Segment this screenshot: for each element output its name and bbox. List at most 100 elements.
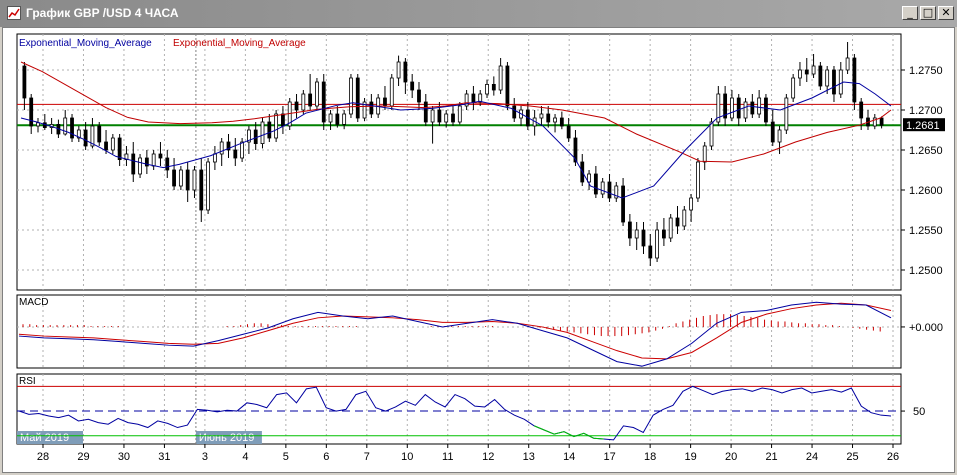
candle-body: [668, 217, 673, 239]
month-label-bg: [17, 431, 83, 444]
candle-body: [627, 221, 632, 239]
candle-body: [70, 117, 74, 139]
candle-body: [185, 169, 190, 191]
candle-body: [206, 161, 210, 211]
x-tick-label: 6: [323, 451, 329, 463]
candle-body: [451, 113, 455, 123]
candle-body: [852, 57, 857, 103]
x-tick-label: 14: [563, 451, 575, 463]
candle-body: [117, 137, 122, 161]
maximize-button[interactable]: □: [920, 6, 936, 20]
candle-body: [226, 141, 231, 151]
candle-body: [825, 69, 830, 87]
candle-body: [736, 97, 741, 119]
month-label: Май 2019: [20, 432, 69, 444]
candle-body: [410, 81, 415, 91]
candle-body: [709, 121, 714, 147]
y-tick-label: 1.2700: [909, 105, 943, 117]
close-button[interactable]: ✕: [938, 6, 954, 20]
candle-body: [110, 137, 115, 151]
candle-body: [383, 97, 387, 107]
candle-body: [63, 117, 68, 135]
y-tick-label: 1.2550: [909, 225, 943, 237]
candle-body: [804, 69, 809, 75]
candle-body: [832, 69, 836, 95]
candle-body: [260, 121, 265, 145]
candle-body: [158, 153, 163, 159]
candle-body: [131, 153, 136, 175]
candle-body: [417, 89, 421, 103]
candle-body: [294, 101, 299, 111]
candle-body: [696, 161, 700, 199]
chart-canvas[interactable]: 28 29 30 31 3 4 5 6 7 10 11 12 13 14 17 18 19 20 21 24 25 26 М…: [3, 28, 956, 474]
x-tick-label: 3: [202, 451, 208, 463]
x-tick-label: 13: [523, 451, 535, 463]
candle-body: [471, 93, 476, 103]
candle-body: [104, 141, 108, 151]
candle-body: [335, 113, 340, 125]
candle-body: [247, 129, 251, 143]
candle-body: [457, 105, 462, 123]
rsi-line: [18, 385, 892, 441]
x-tick-label: 30: [118, 451, 130, 463]
candle-body: [587, 173, 591, 183]
y-tick-label: 1.2600: [909, 185, 943, 197]
candle-body: [546, 113, 551, 123]
candle-body: [178, 169, 183, 187]
candle-body: [83, 129, 88, 147]
candle-body: [743, 101, 748, 119]
y-tick-label: 1.2650: [909, 145, 943, 157]
x-tick-label: 17: [604, 451, 616, 463]
candle-body: [838, 69, 843, 95]
x-tick-label: 7: [364, 451, 370, 463]
candle-body: [600, 181, 605, 195]
candle-body: [641, 229, 646, 247]
candle-body: [702, 145, 707, 163]
window-title: График GBP /USD 4 ЧАСА: [26, 6, 179, 20]
candle-body: [539, 113, 544, 119]
x-tick-label: 26: [887, 451, 899, 463]
x-tick-label: 10: [401, 451, 413, 463]
candle-body: [559, 117, 564, 127]
candle-body: [566, 125, 571, 139]
candle-body: [750, 101, 755, 115]
rsi-panel: [16, 373, 902, 445]
candle-body: [396, 61, 401, 79]
current-price-label: 1.2681: [906, 120, 940, 132]
rsi-line-oversold: [534, 425, 604, 440]
candle-body: [689, 197, 694, 211]
candle-body: [777, 129, 782, 143]
candle-body: [192, 169, 197, 191]
candle-body: [818, 65, 823, 87]
x-tick-label: 29: [77, 451, 89, 463]
price-panel: [16, 33, 902, 291]
candle-body: [124, 153, 129, 160]
rsi-label: RSI: [19, 376, 36, 387]
month-label-bg: [195, 431, 262, 444]
x-tick-label: 28: [37, 451, 49, 463]
macd-label: MACD: [19, 297, 48, 308]
candle-body: [798, 69, 802, 79]
chart-frame: 28 29 30 31 3 4 5 6 7 10 11 12 13 14 17 18 19 20 21 24 25 26 М…: [2, 27, 955, 473]
candle-body: [389, 77, 394, 107]
minimize-button[interactable]: _: [902, 6, 918, 20]
candle-body: [423, 101, 428, 123]
candle-body: [553, 117, 557, 123]
candle-body: [491, 84, 496, 91]
candle-body: [267, 121, 272, 139]
candle-body: [349, 77, 353, 115]
x-tick-label: 24: [806, 451, 818, 463]
candle-body: [512, 105, 517, 119]
candle-body: [505, 65, 510, 107]
candle-body: [661, 229, 666, 239]
candle-body: [614, 185, 619, 199]
candle-body: [845, 57, 850, 71]
ema-line-red: [20, 61, 892, 163]
candle-body: [355, 77, 360, 119]
candle-body: [675, 217, 680, 227]
month-label: Июнь 2019: [199, 432, 255, 444]
x-tick-label: 11: [442, 451, 453, 463]
candle-body: [791, 77, 796, 99]
rsi-y-tick-label: 50: [913, 406, 925, 418]
x-tick-label: 18: [644, 451, 656, 463]
